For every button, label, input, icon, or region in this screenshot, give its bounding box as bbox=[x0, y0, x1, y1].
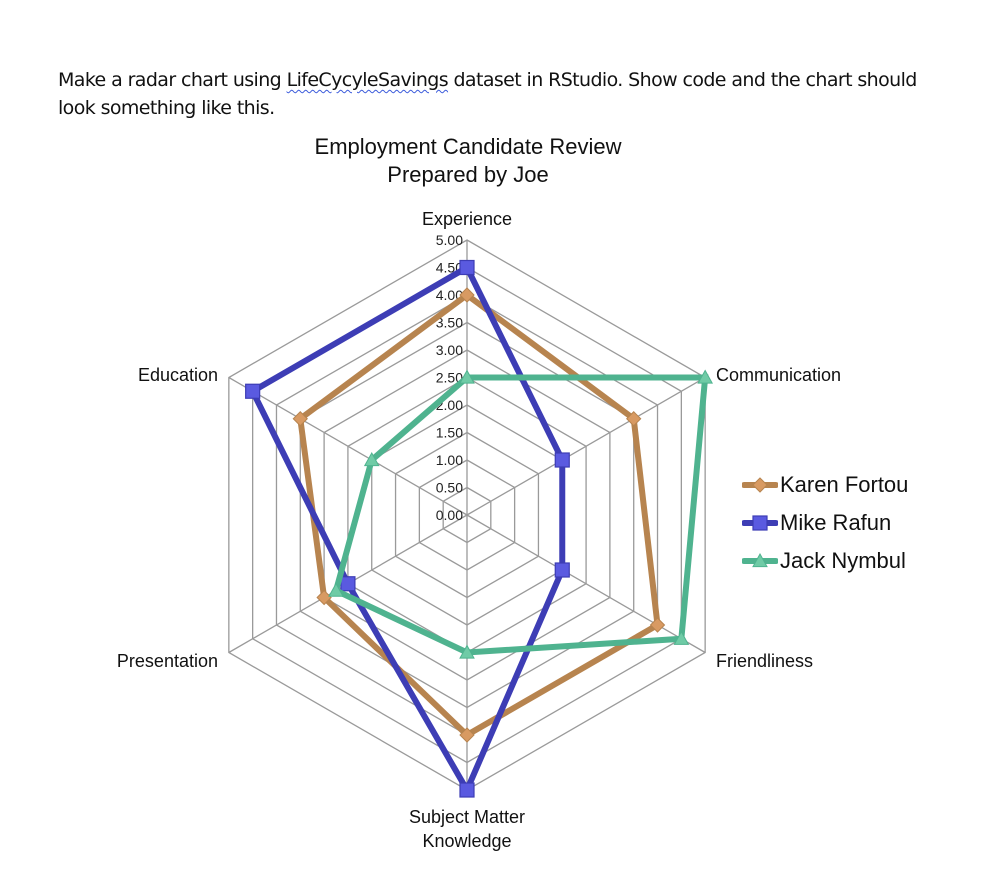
series-jack-nymbul bbox=[328, 369, 714, 659]
legend-item: Karen Fortou bbox=[742, 472, 908, 498]
question-text: Make a radar chart using LifeCycyleSavin… bbox=[58, 66, 958, 122]
chart-title: Employment Candidate Review bbox=[314, 134, 622, 159]
dataset-name: LifeCycyleSavings bbox=[286, 69, 449, 91]
series-mike-rafun bbox=[245, 259, 570, 798]
prompt-text-start: Make a radar chart using bbox=[58, 69, 287, 91]
legend-label: Mike Rafun bbox=[780, 510, 892, 535]
tick-label: 0.50 bbox=[436, 480, 463, 496]
legend-label: Karen Fortou bbox=[780, 472, 909, 497]
tick-label: 3.50 bbox=[436, 315, 463, 331]
legend-label: Jack Nymbul bbox=[780, 548, 906, 573]
legend-item: Jack Nymbul bbox=[742, 548, 906, 574]
tick-label: 0.00 bbox=[436, 507, 463, 523]
axis-label: Education bbox=[138, 365, 218, 385]
chart-title-block: Employment Candidate Review Prepared by … bbox=[258, 133, 678, 189]
triangle-marker-icon bbox=[742, 552, 778, 568]
tick-label: 2.50 bbox=[436, 370, 463, 386]
square-marker-icon bbox=[742, 515, 778, 531]
axis-label: Presentation bbox=[117, 651, 218, 671]
axis-label: Communication bbox=[716, 365, 841, 385]
series-karen-fortou bbox=[292, 287, 666, 743]
axis-label: Experience bbox=[422, 209, 512, 229]
prompt-text-end: dataset in RStudio. Show code and the ch… bbox=[58, 69, 917, 119]
legend-item: Mike Rafun bbox=[742, 510, 891, 536]
tick-label: 5.00 bbox=[436, 232, 463, 248]
radar-grid bbox=[228, 239, 706, 791]
tick-label: 1.50 bbox=[436, 425, 463, 441]
chart-subtitle: Prepared by Joe bbox=[387, 162, 549, 187]
tick-label: 4.00 bbox=[436, 287, 463, 303]
tick-label: 1.00 bbox=[436, 452, 463, 468]
diamond-marker-icon bbox=[742, 477, 778, 493]
tick-label: 3.00 bbox=[436, 342, 463, 358]
axis-label: Friendliness bbox=[716, 651, 813, 671]
axis-label: Subject Matter Knowledge bbox=[409, 807, 525, 851]
axis-labels: Experience Communication Friendliness Subje… bbox=[117, 209, 841, 851]
radial-tick-labels: 0.000.501.001.502.002.503.003.504.004.50… bbox=[436, 232, 463, 523]
